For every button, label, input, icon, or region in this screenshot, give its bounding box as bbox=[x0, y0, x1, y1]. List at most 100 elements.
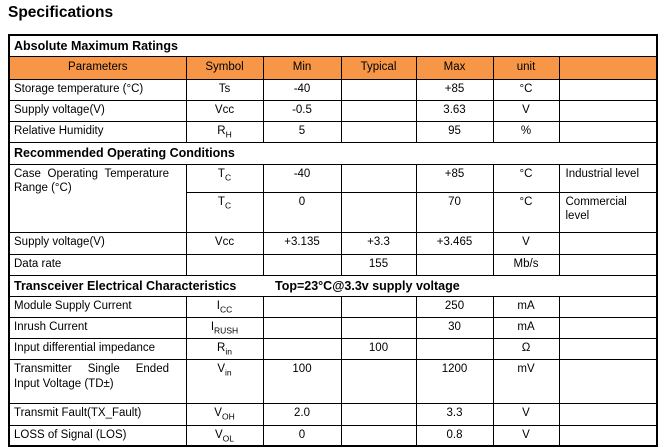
unit-cell: mA bbox=[492, 295, 560, 318]
max-cell: 1200 bbox=[415, 358, 494, 404]
symbol-cell: Rin bbox=[185, 337, 264, 360]
section-title-cell: Recommended Operating Conditions bbox=[8, 142, 658, 165]
section-title-text: Recommended Operating Conditions bbox=[14, 146, 235, 161]
max-cell: 70 bbox=[415, 191, 494, 233]
parameter-text: Case Operating Temperature Range (°C) bbox=[14, 167, 169, 195]
note-cell bbox=[558, 79, 658, 102]
parameter-cell: LOSS of Signal (LOS) bbox=[8, 424, 187, 447]
column-header-unit: unit bbox=[492, 56, 560, 81]
parameter-cell: Case Operating Temperature Range (°C) bbox=[8, 163, 187, 233]
min-cell bbox=[262, 316, 342, 339]
parameter-cell: Data rate bbox=[8, 253, 187, 276]
max-cell: 3.3 bbox=[415, 402, 494, 426]
table-row: Transmitter Single Ended Input Voltage (… bbox=[8, 358, 658, 404]
section-title-cell: Absolute Maximum Ratings bbox=[8, 34, 658, 58]
parameter-text: Transmitter Single Ended Input Voltage (… bbox=[14, 362, 169, 390]
unit-cell: °C bbox=[492, 163, 560, 193]
min-cell: +3.135 bbox=[262, 231, 342, 255]
parameter-cell: Relative Humidity bbox=[8, 121, 187, 144]
section-title-cell: Transceiver Electrical Characteristics To… bbox=[8, 274, 658, 297]
typical-cell bbox=[340, 121, 417, 144]
symbol-cell: VOH bbox=[185, 402, 264, 426]
max-cell: 3.63 bbox=[415, 100, 494, 123]
column-header-parameters: Parameters bbox=[8, 56, 187, 81]
max-cell: 250 bbox=[415, 295, 494, 318]
max-cell: 0.8 bbox=[415, 424, 494, 447]
parameter-cell: Supply voltage(V) bbox=[8, 100, 187, 123]
min-cell bbox=[262, 337, 342, 360]
column-header-symbol: Symbol bbox=[185, 56, 264, 81]
column-header-typical: Typical bbox=[340, 56, 417, 81]
table-row: Inrush Current IRUSH 30 mA bbox=[8, 316, 658, 339]
parameter-cell: Storage temperature (°C) bbox=[8, 79, 187, 102]
max-cell: +3.465 bbox=[415, 231, 494, 255]
column-header-min: Min bbox=[262, 56, 342, 81]
typical-cell: 100 bbox=[340, 337, 417, 360]
note-cell bbox=[558, 358, 658, 404]
column-header-max: Max bbox=[415, 56, 494, 81]
table-row: Relative Humidity RH 5 95% bbox=[8, 121, 658, 144]
typical-cell bbox=[340, 163, 417, 193]
note-cell bbox=[558, 402, 658, 426]
parameter-cell: Transmit Fault(TX_Fault) bbox=[8, 402, 187, 426]
section-header-row: Transceiver Electrical Characteristics To… bbox=[8, 274, 658, 297]
unit-cell: V bbox=[492, 100, 560, 123]
min-cell: 100 bbox=[262, 358, 342, 404]
table-row: Supply voltage(V) Vcc -0.5 3.63 V bbox=[8, 100, 658, 123]
parameter-cell: Input differential impedance bbox=[8, 337, 187, 360]
min-cell bbox=[262, 253, 342, 276]
typical-cell bbox=[340, 191, 417, 233]
min-cell: -40 bbox=[262, 79, 342, 102]
unit-cell: mA bbox=[492, 316, 560, 339]
table-row: Data rate 155 Mb/s bbox=[8, 253, 658, 276]
parameter-cell: Module Supply Current bbox=[8, 295, 187, 318]
symbol-cell: VOL bbox=[185, 424, 264, 447]
unit-cell: V bbox=[492, 231, 560, 255]
min-cell: -40 bbox=[262, 163, 342, 193]
note-cell bbox=[558, 100, 658, 123]
note-cell bbox=[558, 295, 658, 318]
max-cell: 95 bbox=[415, 121, 494, 144]
specifications-table-body: Absolute Maximum Ratings Parameters Symbol… bbox=[8, 34, 658, 447]
note-cell bbox=[558, 424, 658, 447]
table-row: TC 0 70 °C Commercial level bbox=[9, 191, 658, 233]
unit-cell: Mb/s bbox=[492, 253, 560, 276]
typical-cell bbox=[340, 402, 417, 426]
unit-cell: °C bbox=[492, 79, 560, 102]
symbol-cell: ICC bbox=[185, 295, 264, 318]
table-row: Storage temperature (°C) Ts -40 +85 °C bbox=[8, 79, 658, 102]
max-cell: +85 bbox=[415, 79, 494, 102]
section-header-row: Recommended Operating Conditions bbox=[8, 142, 658, 165]
typical-cell: 155 bbox=[340, 253, 417, 276]
min-cell bbox=[262, 295, 342, 318]
section-title-text: Absolute Maximum Ratings bbox=[14, 39, 178, 53]
parameter-cell: Supply voltage(V) bbox=[8, 231, 187, 255]
table-row: Module Supply Current ICC 250 mA bbox=[8, 295, 658, 318]
table-row: Case Operating Temperature Range (°C) TC -… bbox=[8, 163, 658, 233]
section-title-text: Transceiver Electrical Characteristics bbox=[14, 278, 237, 293]
symbol-cell: RH bbox=[185, 121, 264, 144]
specifications-table: Absolute Maximum Ratings Parameters Symbol… bbox=[8, 34, 659, 447]
min-cell: 2.0 bbox=[262, 402, 342, 426]
table-row: LOSS of Signal (LOS) VOL 0 0.8 V bbox=[8, 424, 658, 447]
column-header-blank bbox=[558, 56, 658, 81]
table-row: Supply voltage(V) Vcc +3.135 +3.3 +3.465 V bbox=[8, 231, 658, 255]
unit-cell: °C bbox=[492, 191, 560, 233]
min-cell: 5 bbox=[262, 121, 342, 144]
unit-cell: % bbox=[492, 121, 560, 144]
typical-cell: +3.3 bbox=[340, 231, 417, 255]
page-title: Specifications bbox=[8, 4, 114, 21]
typical-cell bbox=[340, 79, 417, 102]
symbol-cell: Vcc bbox=[185, 231, 264, 255]
note-cell bbox=[558, 337, 658, 360]
unit-cell: V bbox=[492, 402, 560, 426]
typical-cell bbox=[340, 358, 417, 404]
typical-cell bbox=[340, 316, 417, 339]
note-cell bbox=[558, 121, 658, 144]
table-row: Transmit Fault(TX_Fault) VOH 2.0 3.3 V bbox=[8, 402, 658, 426]
note-cell bbox=[558, 253, 658, 276]
symbol-cell: TC bbox=[185, 163, 264, 193]
max-cell bbox=[415, 337, 494, 360]
min-cell: -0.5 bbox=[262, 100, 342, 123]
unit-cell: V bbox=[492, 424, 560, 447]
